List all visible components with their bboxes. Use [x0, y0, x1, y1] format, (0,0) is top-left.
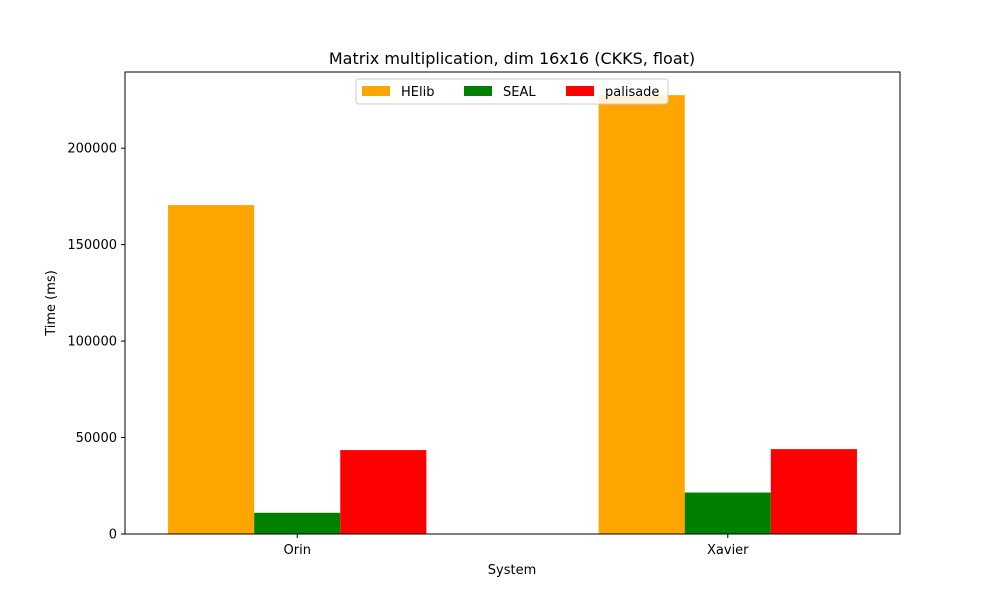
y-tick-label: 150000: [67, 238, 117, 253]
legend-swatch-palisade: [566, 86, 594, 96]
x-tick-label-xavier: Xavier: [707, 543, 749, 558]
legend-swatch-helib: [362, 86, 390, 96]
bars-group: [168, 95, 857, 534]
bar-seal-xavier: [684, 492, 771, 534]
y-tick-label: 0: [109, 528, 117, 543]
x-axis: Orin Xavier: [284, 534, 749, 558]
y-axis: 0 50000 100000 150000 200000: [67, 142, 125, 543]
y-tick-label: 200000: [67, 142, 117, 157]
legend: HElib SEAL palisade: [355, 78, 669, 105]
x-axis-label: System: [488, 563, 536, 578]
y-tick-label: 50000: [76, 431, 117, 446]
legend-label-seal: SEAL: [503, 85, 536, 100]
legend-swatch-seal: [464, 86, 492, 96]
bar-seal-orin: [254, 512, 341, 534]
plot-area-frame: [124, 71, 901, 535]
legend-box: [355, 78, 669, 105]
y-axis-label: Time (ms): [44, 270, 59, 337]
x-tick-label-orin: Orin: [284, 543, 311, 558]
legend-label-palisade: palisade: [605, 85, 659, 100]
bar-palisade-xavier: [770, 449, 857, 534]
bar-helib-xavier: [598, 95, 685, 534]
bar-helib-orin: [168, 205, 255, 534]
chart-title: Matrix multiplication, dim 16x16 (CKKS, …: [329, 49, 695, 68]
y-tick-label: 100000: [67, 335, 117, 350]
bar-palisade-orin: [340, 450, 427, 534]
legend-label-helib: HElib: [401, 85, 434, 100]
